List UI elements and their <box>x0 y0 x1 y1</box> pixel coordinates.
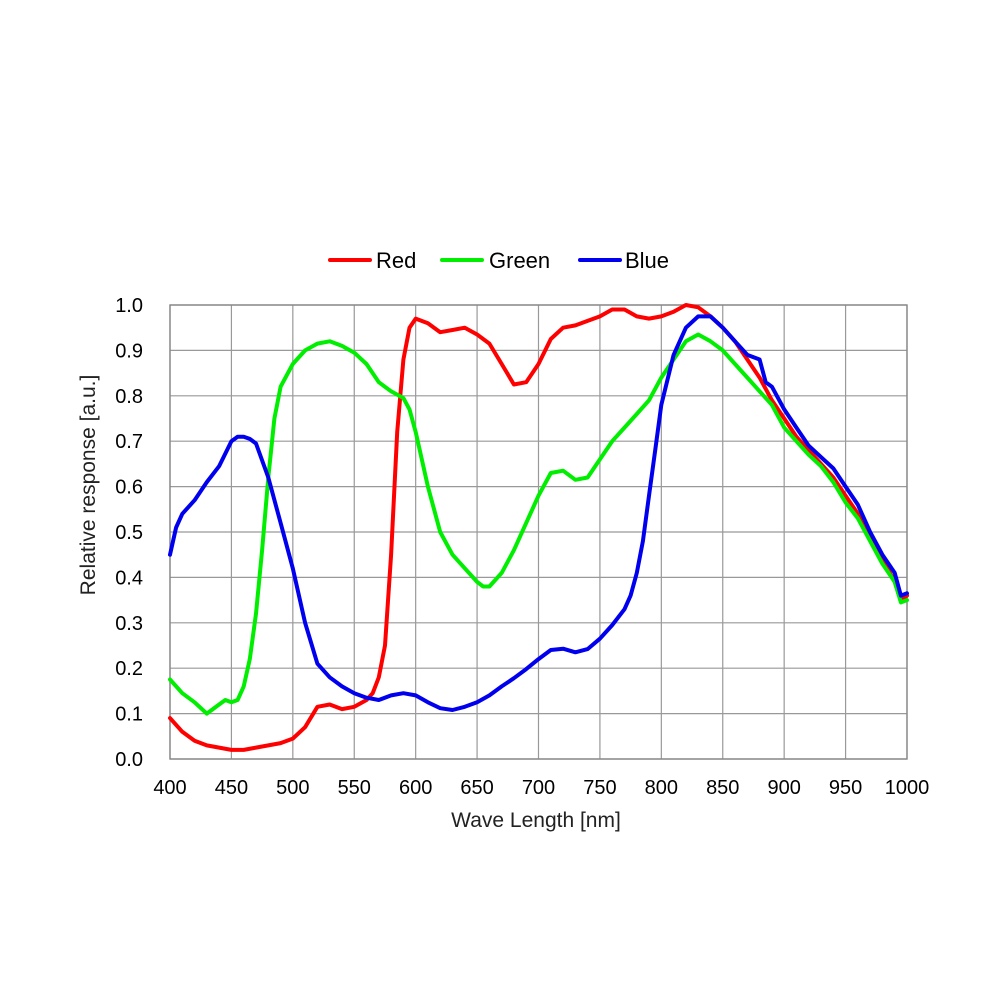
x-tick-label: 750 <box>583 777 616 799</box>
x-tick-label: 500 <box>276 777 309 799</box>
y-tick-label: 0.7 <box>115 431 143 453</box>
x-tick-label: 650 <box>460 777 493 799</box>
y-tick-label: 0.0 <box>115 749 143 771</box>
x-axis-title: Wave Length [nm] <box>451 809 621 832</box>
y-tick-label: 0.8 <box>115 386 143 408</box>
y-tick-label: 0.9 <box>115 340 143 362</box>
x-tick-label: 900 <box>767 777 800 799</box>
y-axis-title: Relative response [a.u.] <box>77 375 100 596</box>
x-tick-label: 550 <box>338 777 371 799</box>
series-line-red <box>168 303 909 752</box>
legend: Red Green Blue <box>328 248 669 273</box>
grid <box>169 304 908 760</box>
x-tick-label: 450 <box>215 777 248 799</box>
x-tick-label: 400 <box>153 777 186 799</box>
legend-label-blue: Blue <box>625 248 669 273</box>
x-axis-ticks: 400 450 500 550 600 650 700 750 800 850 900 950 1000 <box>153 777 929 799</box>
y-tick-label: 1.0 <box>115 295 143 317</box>
y-tick-label: 0.4 <box>115 567 143 589</box>
x-tick-label: 950 <box>829 777 862 799</box>
plot-area <box>169 304 908 760</box>
series-line-blue <box>168 314 909 712</box>
y-tick-label: 0.5 <box>115 522 143 544</box>
legend-label-green: Green <box>489 248 550 273</box>
y-tick-label: 0.1 <box>115 704 143 726</box>
y-tick-label: 0.3 <box>115 613 143 635</box>
x-tick-label: 850 <box>706 777 739 799</box>
series-layer <box>168 303 909 752</box>
x-tick-label: 1000 <box>885 777 930 799</box>
x-tick-label: 600 <box>399 777 432 799</box>
series-line-green <box>168 332 909 716</box>
y-axis-ticks: 0.0 0.1 0.2 0.3 0.4 0.5 0.6 0.7 0.8 0.9 1.0 <box>115 295 143 771</box>
x-tick-label: 800 <box>645 777 678 799</box>
legend-label-red: Red <box>376 248 416 273</box>
y-tick-label: 0.6 <box>115 477 143 499</box>
y-tick-label: 0.2 <box>115 658 143 680</box>
x-tick-label: 700 <box>522 777 555 799</box>
